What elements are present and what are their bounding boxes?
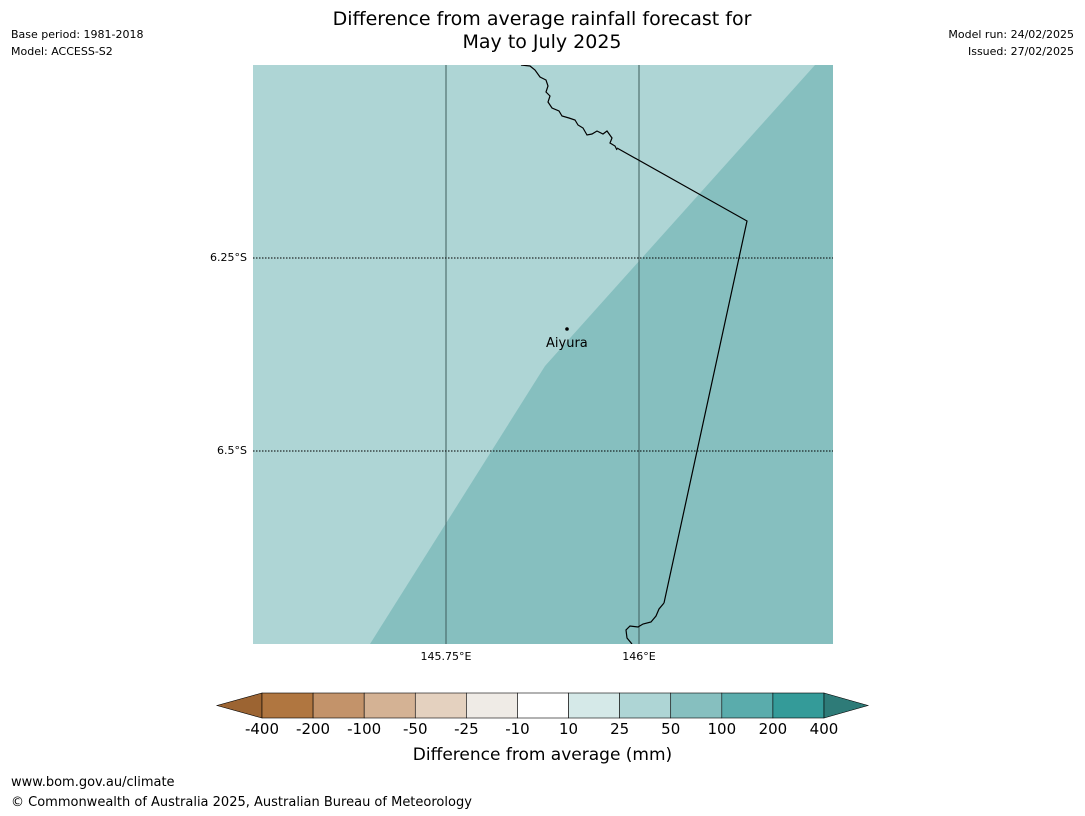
colorbar-swatches	[215, 692, 870, 719]
colorbar-extend-high	[823, 692, 870, 719]
lon-label-145-75: 145.75°E	[420, 650, 472, 663]
colorbar-tick-label: -100	[347, 720, 382, 738]
meta-left: Base period: 1981-2018 Model: ACCESS-S2	[11, 26, 143, 60]
colorbar-swatch-0	[261, 692, 314, 719]
colorbar-tick-label: -10	[505, 720, 530, 738]
colorbar-swatch-6	[568, 692, 620, 719]
colorbar-tick-label: 400	[809, 720, 839, 738]
colorbar-swatch-8	[670, 692, 723, 719]
base-period: Base period: 1981-2018	[11, 28, 144, 41]
colorbar-tick-label: -50	[403, 720, 428, 738]
colorbar-swatch-10	[772, 692, 825, 719]
meta-right: Model run: 24/02/2025 Issued: 27/02/2025	[948, 26, 1074, 60]
colorbar-tick-label: 25	[610, 720, 630, 738]
region-50-100mm	[370, 65, 833, 644]
colorbar-tick-label: -200	[296, 720, 331, 738]
model-name: Model: ACCESS-S2	[11, 45, 113, 58]
place-label-aiyura: Aiyura	[546, 336, 588, 351]
colorbar	[215, 692, 870, 719]
footer-copyright: © Commonwealth of Australia 2025, Austra…	[11, 795, 472, 810]
colorbar-swatch-4	[466, 692, 518, 719]
colorbar-swatch-2	[363, 692, 416, 719]
map-title: Difference from average rainfall forecas…	[242, 8, 842, 54]
southern-coastline	[625, 602, 665, 644]
lat-label-6-5: 6.5°S	[217, 444, 247, 457]
colorbar-swatch-9	[721, 692, 774, 719]
colorbar-tick-label: -400	[244, 720, 280, 738]
coastline	[520, 65, 618, 151]
model-run-date: Model run: 24/02/2025	[948, 28, 1074, 41]
lon-label-146: 146°E	[622, 650, 656, 663]
colorbar-extend-low	[215, 692, 263, 719]
colorbar-tick-label: 10	[558, 720, 579, 738]
colorbar-tick-label: 100	[707, 720, 737, 738]
colorbar-swatch-1	[312, 692, 365, 719]
forecast-map	[253, 65, 833, 644]
colorbar-swatch-3	[414, 692, 467, 719]
colorbar-tick-label: 200	[758, 720, 788, 738]
colorbar-tick-label: -25	[454, 720, 479, 738]
title-line-2: May to July 2025	[462, 31, 622, 53]
aiyura-marker	[565, 327, 569, 331]
colorbar-swatch-7	[619, 692, 672, 719]
colorbar-swatch-5	[517, 692, 569, 719]
footer-url: www.bom.gov.au/climate	[11, 775, 175, 790]
title-line-1: Difference from average rainfall forecas…	[332, 8, 752, 30]
issued-date: Issued: 27/02/2025	[967, 45, 1074, 58]
colorbar-tick-label: 50	[661, 720, 681, 738]
international-border	[616, 147, 748, 604]
lat-label-6-25: 6.25°S	[210, 251, 247, 264]
colorbar-label: Difference from average (mm)	[412, 745, 673, 765]
